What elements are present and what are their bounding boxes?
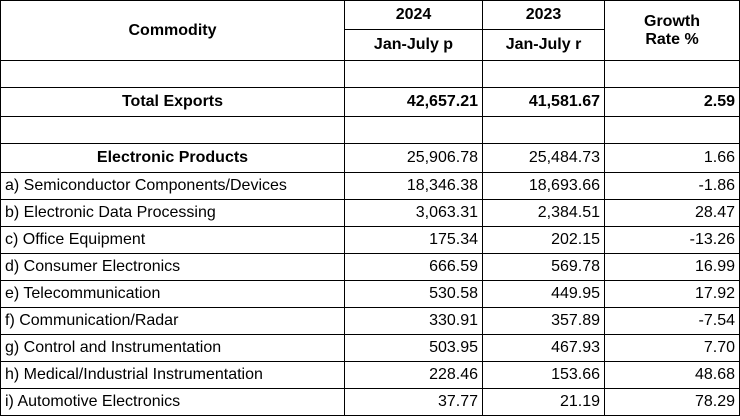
table-row: f) Communication/Radar 330.91 357.89 -7.…: [0, 307, 740, 335]
row-growth: -13.26: [604, 226, 740, 254]
spacer-cell: [0, 60, 345, 88]
table-row: b) Electronic Data Processing 3,063.31 2…: [0, 199, 740, 227]
total-2024: 42,657.21: [344, 87, 483, 117]
group-2024: 25,906.78: [344, 143, 483, 173]
spacer-cell: [344, 60, 483, 88]
spacer-cell: [0, 116, 345, 144]
row-2023: 2,384.51: [482, 199, 605, 227]
total-2023: 41,581.67: [482, 87, 605, 117]
row-2024: 330.91: [344, 307, 483, 335]
header-row-years: Commodity 2024 2023 Growth Rate %: [0, 0, 740, 61]
header-growth-rate: Growth Rate %: [604, 0, 740, 61]
row-2024: 666.59: [344, 253, 483, 281]
row-2024: 18,346.38: [344, 172, 483, 200]
row-label: g) Control and Instrumentation: [0, 334, 345, 362]
spacer-cell: [482, 60, 605, 88]
row-growth: -1.86: [604, 172, 740, 200]
header-commodity: Commodity: [0, 0, 345, 61]
row-growth: 7.70: [604, 334, 740, 362]
row-label: a) Semiconductor Components/Devices: [0, 172, 345, 200]
table-row: h) Medical/Industrial Instrumentation 22…: [0, 361, 740, 389]
header-year-2024: 2024: [344, 0, 483, 30]
table-row: e) Telecommunication 530.58 449.95 17.92: [0, 280, 740, 308]
row-2023: 449.95: [482, 280, 605, 308]
header-growth-line2: Rate %: [645, 30, 699, 48]
row-growth: 28.47: [604, 199, 740, 227]
row-growth: 48.68: [604, 361, 740, 389]
header-growth-line1: Growth: [644, 12, 700, 30]
row-2024: 503.95: [344, 334, 483, 362]
row-2023: 467.93: [482, 334, 605, 362]
total-exports-row: Total Exports 42,657.21 41,581.67 2.59: [0, 87, 740, 117]
table-row: g) Control and Instrumentation 503.95 46…: [0, 334, 740, 362]
spacer-cell: [482, 116, 605, 144]
row-label: h) Medical/Industrial Instrumentation: [0, 361, 345, 389]
spacer-cell: [604, 116, 740, 144]
table-row: c) Office Equipment 175.34 202.15 -13.26: [0, 226, 740, 254]
row-label: f) Communication/Radar: [0, 307, 345, 335]
header-row-periods: Jan-July p Jan-July r: [1, 29, 740, 61]
group-2023: 25,484.73: [482, 143, 605, 173]
row-2023: 21.19: [482, 388, 605, 416]
spacer-row: [0, 116, 740, 144]
row-growth: 16.99: [604, 253, 740, 281]
row-label: b) Electronic Data Processing: [0, 199, 345, 227]
row-2023: 153.66: [482, 361, 605, 389]
spacer-cell: [344, 116, 483, 144]
spacer-row: [0, 60, 740, 88]
row-growth: -7.54: [604, 307, 740, 335]
group-label: Electronic Products: [0, 143, 345, 173]
row-2024: 37.77: [344, 388, 483, 416]
row-2023: 357.89: [482, 307, 605, 335]
total-label: Total Exports: [0, 87, 345, 117]
table-row: a) Semiconductor Components/Devices 18,3…: [0, 172, 740, 200]
header-period-2023: Jan-July r: [482, 29, 605, 61]
row-label: e) Telecommunication: [0, 280, 345, 308]
row-2023: 569.78: [482, 253, 605, 281]
table-row: i) Automotive Electronics 37.77 21.19 78…: [0, 388, 740, 416]
spacer-cell: [604, 60, 740, 88]
row-2024: 3,063.31: [344, 199, 483, 227]
row-label: i) Automotive Electronics: [0, 388, 345, 416]
row-2023: 202.15: [482, 226, 605, 254]
row-growth: 78.29: [604, 388, 740, 416]
row-2023: 18,693.66: [482, 172, 605, 200]
row-label: d) Consumer Electronics: [0, 253, 345, 281]
header-period-2024: Jan-July p: [344, 29, 483, 61]
row-growth: 17.92: [604, 280, 740, 308]
table-row: d) Consumer Electronics 666.59 569.78 16…: [0, 253, 740, 281]
row-label: c) Office Equipment: [0, 226, 345, 254]
row-2024: 530.58: [344, 280, 483, 308]
row-2024: 175.34: [344, 226, 483, 254]
group-growth: 1.66: [604, 143, 740, 173]
electronic-products-row: Electronic Products 25,906.78 25,484.73 …: [0, 143, 740, 173]
header-year-2023: 2023: [482, 0, 605, 30]
total-growth: 2.59: [604, 87, 740, 117]
row-2024: 228.46: [344, 361, 483, 389]
